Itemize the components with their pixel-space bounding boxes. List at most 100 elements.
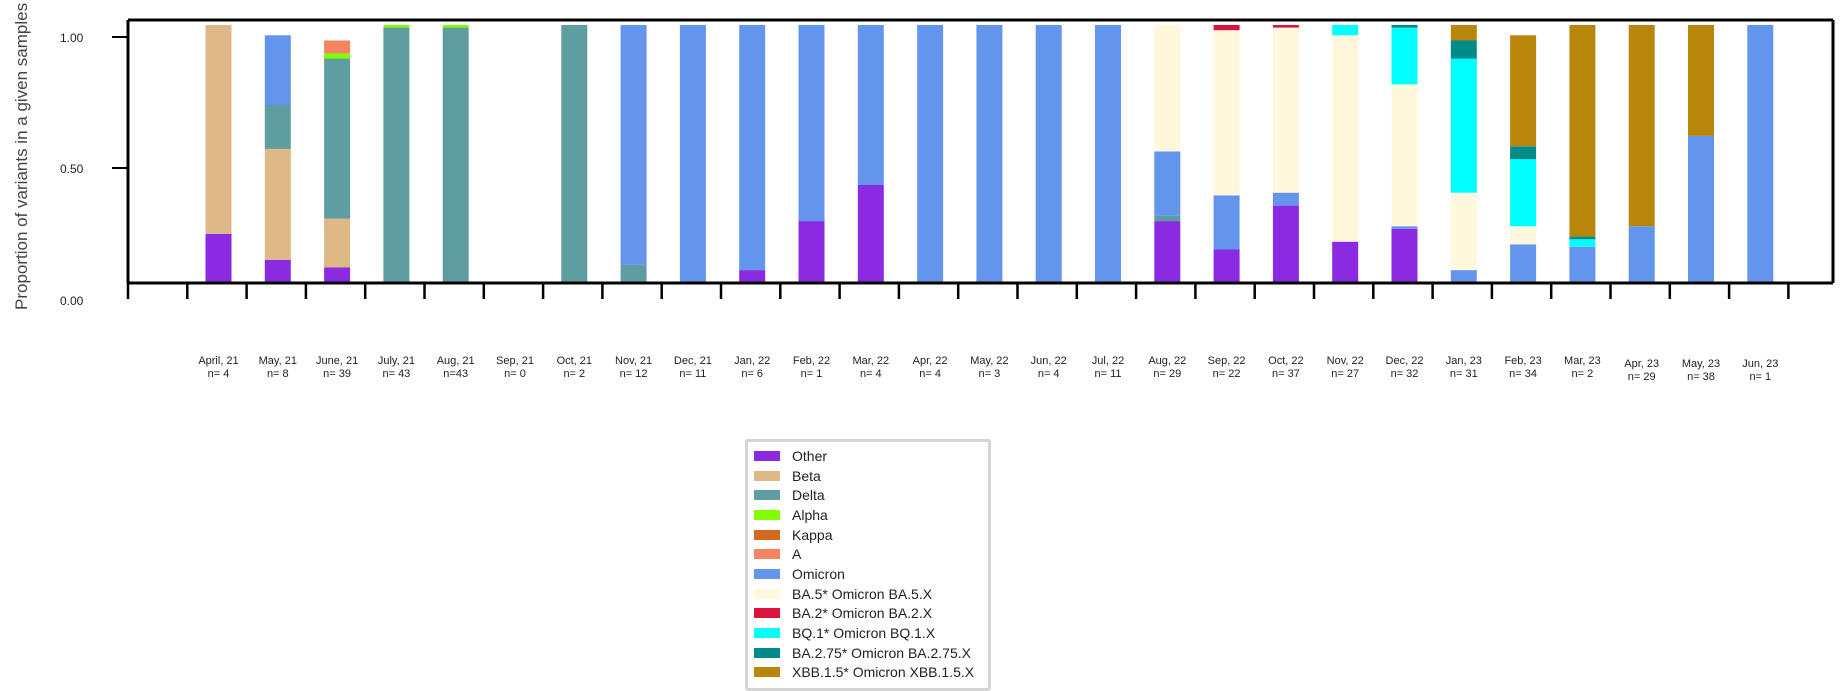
bar-segment-omicron-23 — [1569, 246, 1596, 283]
x-tick-month: Aug, 22 — [1148, 355, 1187, 367]
bar-segment-ba-2-75-omicron-ba-2-75-x-23 — [1569, 236, 1596, 240]
x-tick-month: Dec, 21 — [673, 355, 712, 367]
legend-label: BA.2* Omicron BA.2.X — [792, 605, 933, 622]
x-tick-count: n= 8 — [266, 368, 289, 380]
x-tick-month: May, 22 — [970, 355, 1009, 367]
bar-segment-ba-5-omicron-ba-5-x-21 — [1450, 192, 1477, 271]
legend-label: Omicron — [792, 565, 845, 582]
x-tick-count: n= 32 — [1390, 368, 1419, 380]
bar-segment-omicron-26 — [1747, 25, 1774, 283]
legend-label: Delta — [792, 487, 825, 504]
x-tick-label: Nov, 22 n= 27 — [1310, 355, 1380, 381]
x-tick-count: n= 29 — [1627, 371, 1656, 383]
x-tick-label: June, 21 n= 39 — [302, 355, 372, 381]
bar-segment-omicron-11 — [857, 25, 884, 185]
bar-segment-delta-4 — [442, 27, 469, 283]
bar-segment-bq-1-omicron-bq-1-x-21 — [1450, 58, 1477, 193]
x-tick-count: n= 1 — [800, 368, 823, 380]
legend-label: Alpha — [792, 506, 828, 523]
y-tick-group: 0.00 0.50 1.00 — [60, 31, 128, 308]
legend-swatch — [754, 549, 780, 560]
legend-item: BA.2.75* Omicron BA.2.75.X — [754, 643, 988, 663]
x-tick-month: Apr, 23 — [1624, 358, 1660, 370]
x-tick-month: Jul, 22 — [1091, 355, 1125, 367]
x-tick-month: May, 23 — [1681, 358, 1721, 370]
bar-segment-other-0 — [205, 234, 232, 283]
bar-segment-omicron-18 — [1272, 192, 1299, 206]
x-tick-month: June, 21 — [315, 355, 359, 367]
bar-segment-omicron-13 — [976, 25, 1003, 283]
bar-segment-xbb-1-5-omicron-xbb-1-5-x-23 — [1569, 25, 1596, 237]
legend-item: BA.5* Omicron BA.5.X — [754, 584, 988, 604]
bar-segment-alpha-4 — [442, 25, 469, 28]
x-tick-month: July, 21 — [377, 355, 415, 367]
x-tick-label: Mar, 23 n= 2 — [1547, 355, 1617, 381]
x-tick-count: n= 37 — [1271, 368, 1300, 380]
x-tick-month: Sep, 22 — [1207, 355, 1246, 367]
x-tick-label: Sep, 22 n= 22 — [1192, 355, 1262, 381]
x-tick-month: Oct, 22 — [1268, 355, 1304, 367]
legend-item: Other — [754, 446, 988, 466]
bar-segment-omicron-22 — [1510, 244, 1537, 283]
bar-segment-ba-5-omicron-ba-5-x-17 — [1213, 30, 1240, 196]
bar-segment-other-1 — [264, 259, 291, 283]
x-tick-label: Feb, 22 n= 1 — [777, 355, 847, 381]
x-tick-month: Oct, 21 — [556, 355, 593, 367]
bar-segment-other-18 — [1272, 205, 1299, 283]
bar-segment-omicron-20 — [1391, 226, 1418, 229]
bar-segment-ba-5-omicron-ba-5-x-22 — [1510, 226, 1537, 245]
x-tick-label: May, 23 n= 38 — [1666, 358, 1736, 384]
legend-label: BA.2.75* Omicron BA.2.75.X — [792, 644, 971, 661]
bar-segment-beta-2 — [324, 218, 351, 268]
x-tick-label: May, 21 n= 8 — [243, 355, 313, 381]
legend-swatch — [754, 588, 780, 599]
x-tick-month: Jun, 23 — [1742, 358, 1779, 370]
bar-segment-other-10 — [798, 221, 825, 283]
x-tick-count: n= 4 — [1037, 368, 1060, 380]
legend-item: BA.2* Omicron BA.2.X — [754, 604, 988, 624]
bar-segment-omicron-10 — [798, 25, 825, 222]
x-tick-count: n= 38 — [1687, 371, 1715, 383]
x-tick-count: n= 27 — [1331, 368, 1360, 380]
legend-swatch — [754, 608, 780, 619]
bar-segment-bq-1-omicron-bq-1-x-19 — [1332, 25, 1359, 36]
x-tick-count: n= 4 — [859, 368, 882, 380]
y-tick-label: 0.00 — [60, 294, 84, 308]
x-tick-label: Feb, 23 n= 34 — [1488, 355, 1558, 381]
legend-swatch — [754, 470, 780, 481]
x-tick-count: n= 3 — [978, 368, 1001, 380]
bar-segment-omicron-8 — [679, 25, 706, 283]
legend-swatch — [754, 628, 780, 639]
x-tick-label: Jun, 23 n= 1 — [1725, 358, 1795, 384]
bar-segment-xbb-1-5-omicron-xbb-1-5-x-21 — [1450, 25, 1477, 41]
bar-segment-delta-6 — [561, 25, 588, 283]
x-tick-month: Mar, 23 — [1564, 355, 1601, 367]
legend-label: BQ.1* Omicron BQ.1.X — [792, 625, 936, 642]
legend-label: BA.5* Omicron BA.5.X — [792, 585, 933, 602]
x-tick-count: n= 4 — [207, 368, 230, 380]
bar-segment-omicron-17 — [1213, 195, 1240, 250]
bar-segment-omicron-12 — [917, 25, 944, 283]
x-tick-count: n= 22 — [1212, 368, 1241, 380]
bar-group — [205, 25, 1774, 283]
x-tick-month: Feb, 22 — [792, 355, 831, 367]
bar-segment-xbb-1-5-omicron-xbb-1-5-x-24 — [1628, 25, 1655, 227]
x-tick-month: Apr, 22 — [912, 355, 948, 367]
legend-item: Alpha — [754, 505, 988, 525]
x-tick-count: n= 0 — [504, 368, 526, 380]
x-tick-label: Jan, 23 n= 31 — [1429, 355, 1499, 381]
x-tick-label: May, 22 n= 3 — [954, 355, 1024, 381]
legend-swatch — [754, 647, 780, 658]
legend-swatch — [754, 568, 780, 579]
x-tick-month: Sep, 21 — [496, 355, 534, 367]
legend-swatch — [754, 667, 780, 678]
legend-item: Kappa — [754, 525, 988, 545]
x-tick-month: Dec, 22 — [1385, 355, 1424, 367]
x-tick-label: Jun, 22 n= 4 — [1014, 355, 1084, 381]
bar-segment-ba-2-omicron-ba-2-x-17 — [1213, 25, 1240, 31]
bar-segment-omicron-24 — [1628, 226, 1655, 283]
legend-swatch — [754, 450, 780, 461]
bar-segment-xbb-1-5-omicron-xbb-1-5-x-22 — [1510, 35, 1537, 147]
x-tick-label: Oct, 22 n= 37 — [1251, 355, 1321, 381]
